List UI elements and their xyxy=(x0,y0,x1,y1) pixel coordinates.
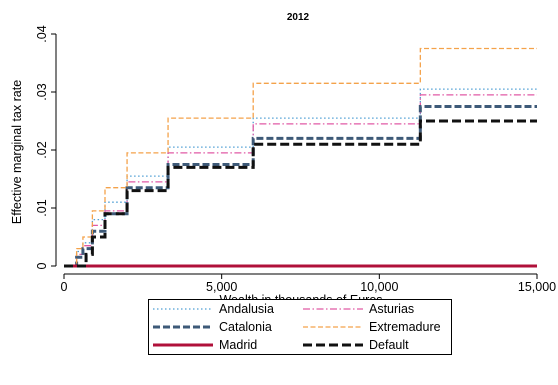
legend-label-extremadure: Extremadure xyxy=(369,320,441,334)
y-tick-label: .03 xyxy=(35,83,49,100)
y-tick-label: .04 xyxy=(35,25,49,42)
y-tick-label: 0 xyxy=(35,262,49,269)
legend-item-madrid: Madrid xyxy=(151,336,257,354)
x-tick-label: 0 xyxy=(61,280,68,294)
legend: Andalusia Asturias Catalonia Extremadure… xyxy=(148,299,452,355)
x-tick-label: 5,000 xyxy=(206,280,237,294)
legend-item-andalusia: Andalusia xyxy=(151,300,274,318)
y-axis-label: Effective marginal tax rate xyxy=(10,80,24,224)
legend-item-default: Default xyxy=(301,336,409,354)
x-tick-label: 15,000 xyxy=(518,280,556,294)
series-line-extremadure xyxy=(64,47,537,267)
legend-label-catalonia: Catalonia xyxy=(219,320,272,334)
legend-label-andalusia: Andalusia xyxy=(219,302,274,316)
legend-swatch-extremadure xyxy=(303,326,363,328)
legend-swatch-madrid xyxy=(153,343,213,347)
legend-label-madrid: Madrid xyxy=(219,338,258,352)
chart-title: 2012 xyxy=(287,12,310,23)
legend-label-default: Default xyxy=(369,338,409,352)
legend-swatch-default xyxy=(303,343,363,347)
legend-item-asturias: Asturias xyxy=(301,300,414,318)
x-tick-label: 10,000 xyxy=(360,280,398,294)
legend-swatch-catalonia xyxy=(153,325,213,329)
y-tick-label: .01 xyxy=(35,199,49,216)
legend-item-catalonia: Catalonia xyxy=(151,318,272,336)
y-tick-label: .02 xyxy=(35,141,49,158)
legend-swatch-asturias xyxy=(303,308,363,310)
series-line-default xyxy=(64,119,537,268)
legend-swatch-andalusia xyxy=(153,308,213,310)
series-line-andalusia xyxy=(64,88,537,267)
series-line-catalonia xyxy=(64,105,537,268)
legend-label-asturias: Asturias xyxy=(369,302,415,316)
legend-item-extremadure: Extremadure xyxy=(301,318,441,336)
plot-area: 0 .01 .02 .03 .04 0 5,000 10,000 15,000 xyxy=(35,25,556,294)
